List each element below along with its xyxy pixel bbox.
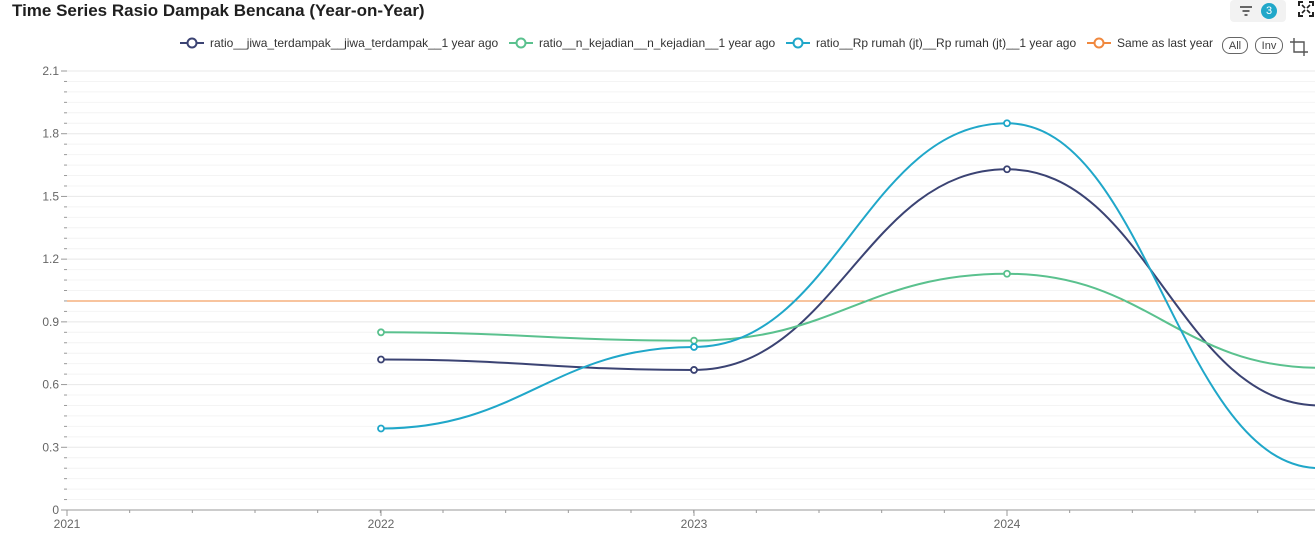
filter-button[interactable]: 3 bbox=[1230, 0, 1286, 22]
legend-marker-icon bbox=[180, 37, 204, 49]
legend-select-all-button[interactable]: All bbox=[1222, 37, 1248, 54]
legend-marker-icon bbox=[786, 37, 810, 49]
series-line-1 bbox=[380, 168, 1315, 407]
data-point-2 bbox=[377, 328, 385, 337]
legend-item-series-3[interactable]: ratio__Rp rumah (jt)__Rp rumah (jt)__1 y… bbox=[786, 36, 1076, 50]
y-tick-label: 1.2 bbox=[42, 252, 59, 266]
series-line-3 bbox=[380, 122, 1315, 469]
filter-count-badge: 3 bbox=[1261, 3, 1277, 19]
x-tick-label: 2023 bbox=[681, 517, 708, 531]
y-tick-label: 1.8 bbox=[42, 127, 59, 141]
y-tick-label: 0.3 bbox=[42, 440, 59, 454]
y-tick-label: 2.1 bbox=[42, 64, 59, 78]
filter-icon bbox=[1240, 6, 1252, 16]
chart-title: Time Series Rasio Dampak Bencana (Year-o… bbox=[12, 1, 425, 20]
data-point-1 bbox=[377, 355, 385, 364]
data-point-2 bbox=[1003, 269, 1011, 278]
legend-marker-icon bbox=[1087, 37, 1111, 49]
legend-invert-button[interactable]: Inv bbox=[1255, 37, 1283, 54]
x-tick-label: 2021 bbox=[54, 517, 81, 531]
data-point-3 bbox=[1003, 119, 1011, 128]
legend-label-series-2: ratio__n_kejadian__n_kejadian__1 year ag… bbox=[539, 36, 776, 50]
y-tick-label: 0 bbox=[52, 503, 59, 517]
legend-item-series-1[interactable]: ratio__jiwa_terdampak__jiwa_terdampak__1… bbox=[180, 36, 498, 50]
x-tick-label: 2024 bbox=[994, 517, 1021, 531]
data-point-1 bbox=[690, 366, 698, 374]
chart-legend: ratio__jiwa_terdampak__jiwa_terdampak__1… bbox=[0, 36, 1315, 54]
fullscreen-icon[interactable] bbox=[1297, 0, 1315, 18]
y-tick-label: 0.6 bbox=[42, 378, 59, 392]
data-point-2 bbox=[690, 336, 698, 345]
legend-label-series-3: ratio__Rp rumah (jt)__Rp rumah (jt)__1 y… bbox=[816, 36, 1077, 50]
legend-label-baseline: Same as last year bbox=[1117, 36, 1214, 50]
legend-marker-icon bbox=[509, 37, 533, 49]
data-point-1 bbox=[1003, 165, 1011, 174]
x-tick-label: 2022 bbox=[368, 517, 395, 531]
brush-select-icon[interactable] bbox=[1289, 37, 1309, 57]
legend-item-series-2[interactable]: ratio__n_kejadian__n_kejadian__1 year ag… bbox=[509, 36, 775, 50]
y-tick-label: 0.9 bbox=[42, 315, 59, 329]
y-tick-label: 1.5 bbox=[42, 189, 59, 203]
series-line-2 bbox=[380, 272, 1315, 369]
data-point-3 bbox=[690, 343, 698, 351]
data-point-3 bbox=[377, 424, 385, 433]
legend-item-baseline[interactable]: Same as last year bbox=[1087, 36, 1213, 50]
legend-label-series-1: ratio__jiwa_terdampak__jiwa_terdampak__1… bbox=[210, 36, 499, 50]
